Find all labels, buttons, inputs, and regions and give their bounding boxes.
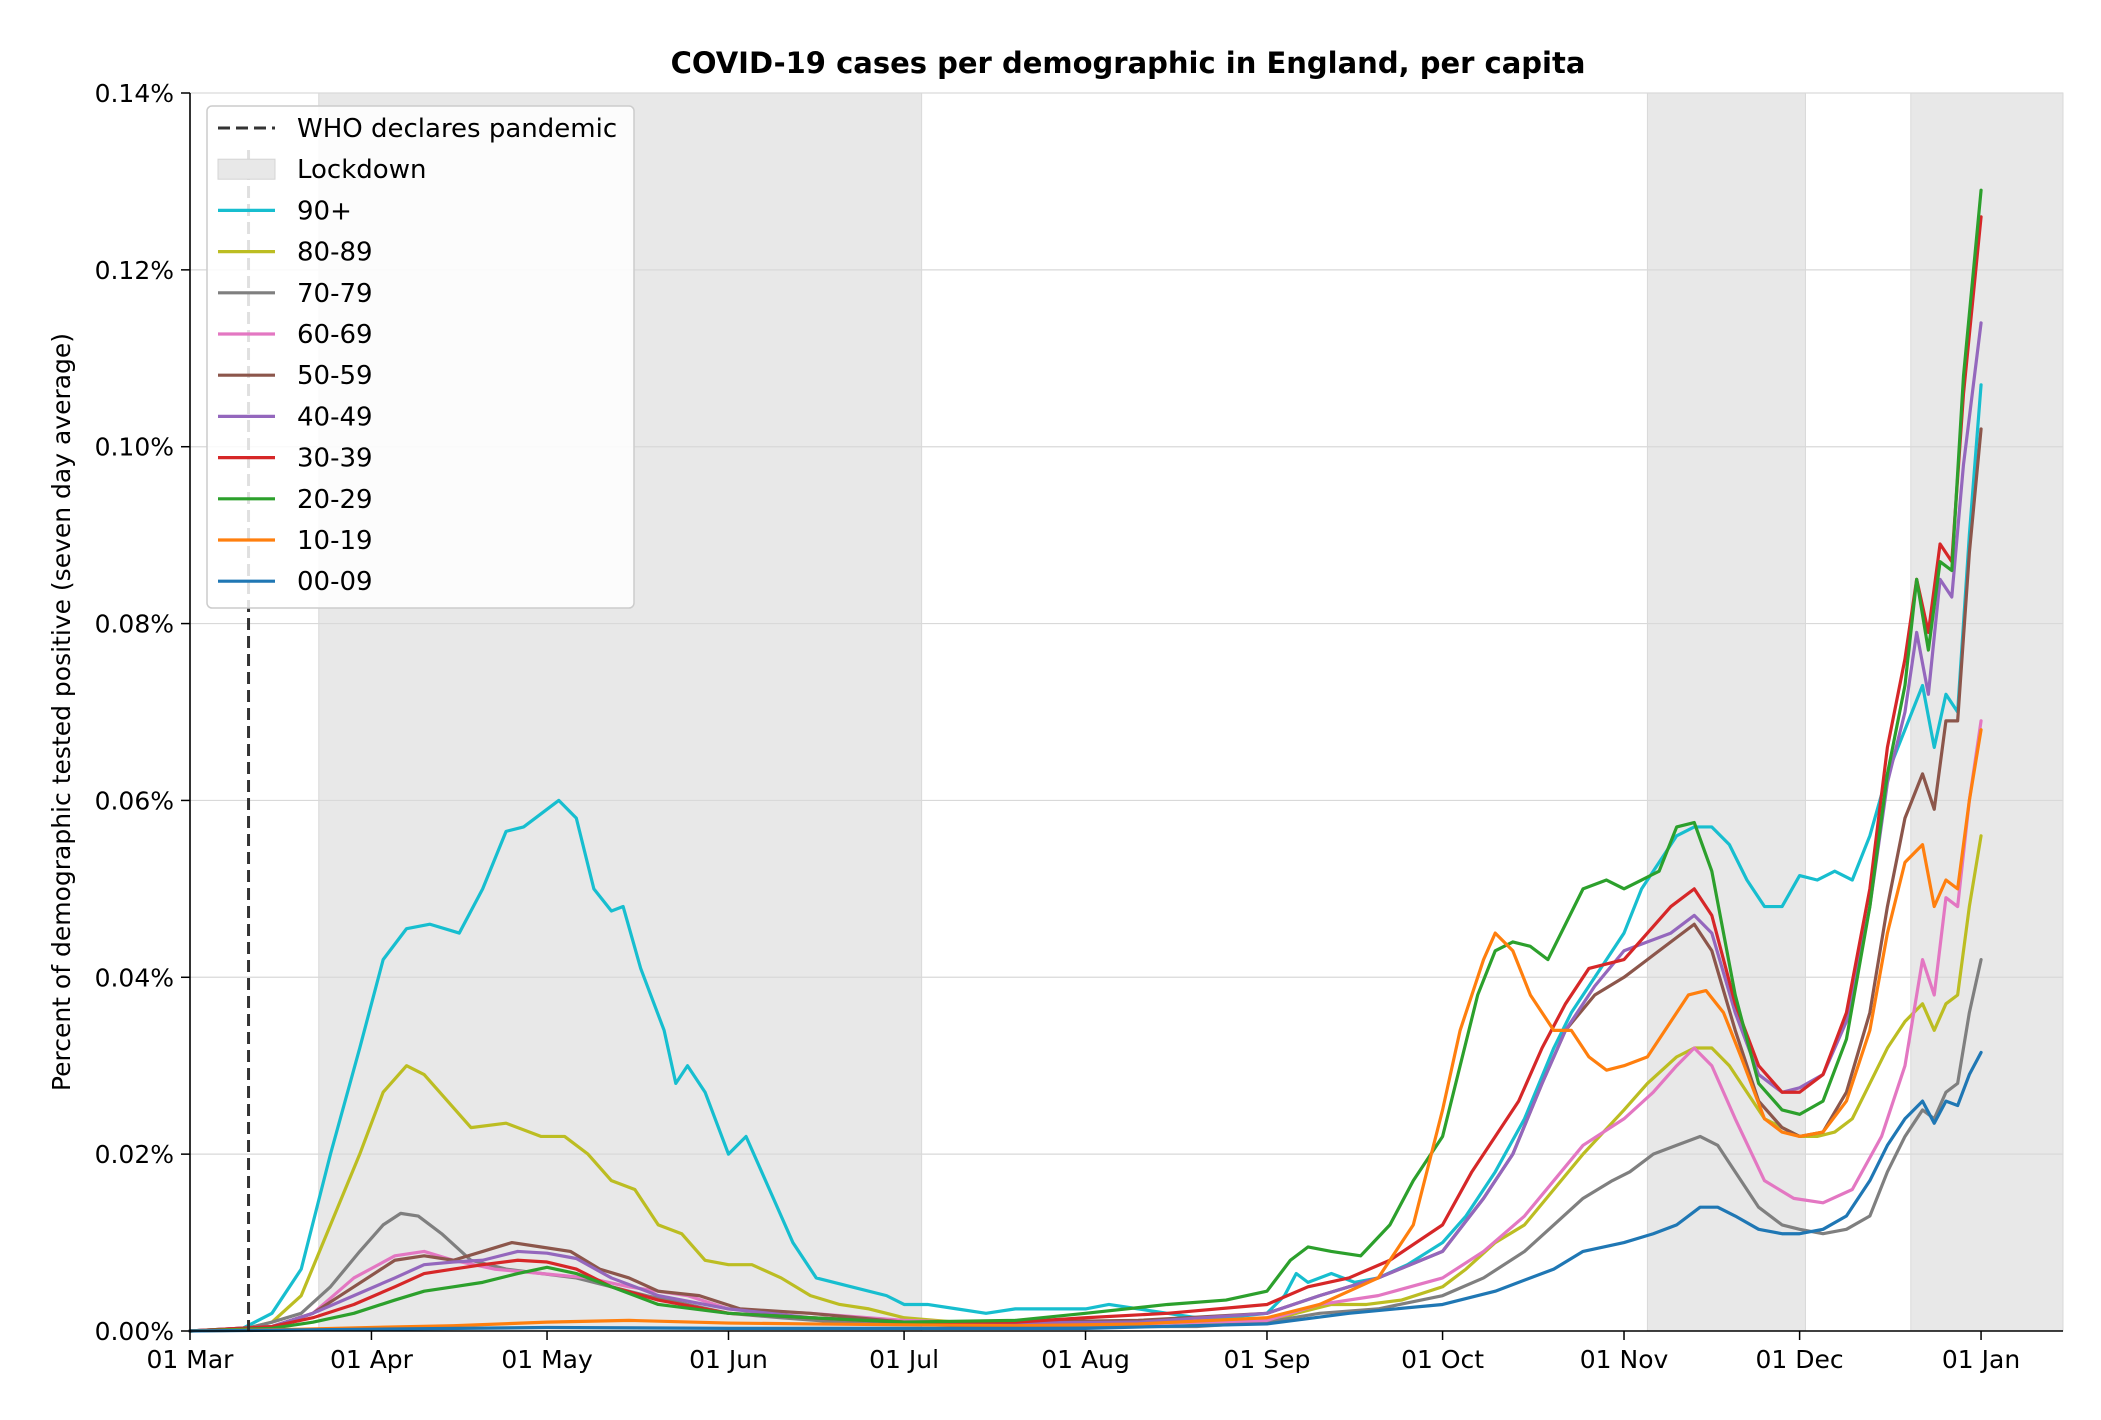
- series-lines: [188, 188, 1983, 1333]
- series-line-60-69: [188, 719, 1983, 1333]
- series-line-10-19: [188, 728, 1983, 1333]
- y-ticks: 0.00% 0.02% 0.04% 0.06% 0.08% 0.10% 0.12% 0.14%: [95, 79, 190, 1346]
- x-tick-label-4: 01 Jul: [869, 1345, 939, 1374]
- y-tick-label-6: 0.12%: [95, 256, 174, 285]
- x-tick-label-5: 01 Aug: [1041, 1345, 1130, 1374]
- x-tick-label-10: 01 Jan: [1942, 1345, 2020, 1374]
- legend-entry-20-29-label: 20-29: [297, 485, 373, 515]
- x-tick-label-1: 01 Apr: [330, 1345, 414, 1374]
- legend-entry-pandemic-label: WHO declares pandemic: [297, 114, 617, 144]
- series-line-70-79: [188, 958, 1983, 1333]
- x-tick-label-8: 01 Nov: [1580, 1345, 1669, 1374]
- x-ticks: 01 Mar 01 Apr 01 May 01 Jun 01 Jul 01 Aug 01 S…: [147, 1331, 2020, 1374]
- x-tick-label-0: 01 Mar: [147, 1345, 235, 1374]
- y-tick-label-7: 0.14%: [95, 79, 174, 108]
- x-tick-label-2: 01 May: [501, 1345, 593, 1374]
- series-line-30-39: [188, 215, 1983, 1333]
- y-tick-label-1: 0.02%: [95, 1140, 174, 1169]
- y-tick-label-2: 0.04%: [95, 963, 174, 992]
- series-line-90+: [188, 383, 1983, 1333]
- lockdown-period-2: [1646, 92, 1806, 1332]
- legend-box: [206, 105, 635, 609]
- series-line-20-29: [188, 188, 1983, 1333]
- y-tick-label-5: 0.10%: [95, 433, 174, 462]
- legend-entry-lockdown-label: Lockdown: [297, 155, 426, 185]
- legend-entry-30-39-label: 30-39: [297, 444, 373, 474]
- x-tick-label-6: 01 Sep: [1224, 1345, 1311, 1374]
- series-line-00-09: [188, 1050, 1983, 1333]
- legend-entry-00-09-label: 00-09: [297, 567, 373, 597]
- legend-entry-lockdown-swatch: [217, 158, 276, 180]
- y-tick-label-0: 0.00%: [95, 1317, 174, 1346]
- axes: [189, 93, 2063, 1332]
- y-tick-label-3: 0.06%: [95, 786, 174, 815]
- y-axis-label: Percent of demographic tested positive (…: [47, 333, 76, 1091]
- legend-entry-80-89-label: 80-89: [297, 238, 373, 268]
- legend-entry-50-59-label: 50-59: [297, 361, 373, 391]
- x-tick-label-7: 01 Oct: [1401, 1345, 1484, 1374]
- legend-entry-90+-label: 90+: [297, 196, 352, 226]
- x-tick-label-3: 01 Jun: [689, 1345, 768, 1374]
- legend-entry-10-19-label: 10-19: [297, 526, 373, 556]
- y-tick-label-4: 0.08%: [95, 610, 174, 639]
- legend-entry-60-69-label: 60-69: [297, 320, 373, 350]
- legend: WHO declares pandemic Lockdown 90+ 80-89 70-…: [206, 105, 635, 609]
- legend-entry-70-79-label: 70-79: [297, 279, 373, 309]
- legend-entry-40-49-label: 40-49: [297, 402, 373, 432]
- lockdown-period-3: [1910, 92, 2064, 1332]
- x-tick-label-9: 01 Dec: [1756, 1345, 1844, 1374]
- chart-title: COVID-19 cases per demographic in Englan…: [671, 46, 1586, 80]
